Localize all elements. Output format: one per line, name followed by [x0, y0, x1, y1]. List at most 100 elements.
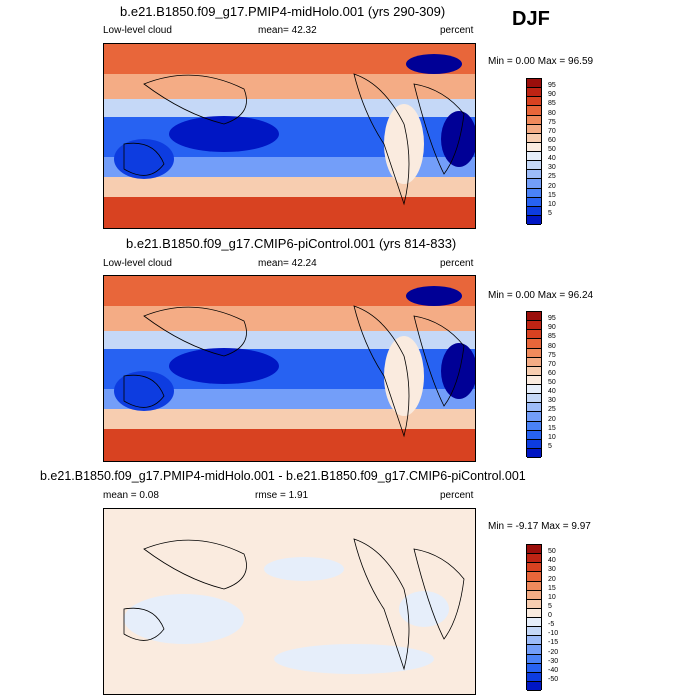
- colorbar-tick-label: -15: [548, 639, 559, 647]
- colorbar-tick-label: 5: [548, 209, 552, 217]
- colorbar-cell: [527, 599, 541, 609]
- panel-1-minmax-label: Min = 0.00 Max = 96.59: [488, 56, 594, 67]
- colorbar-cell: [527, 312, 541, 322]
- colorbar-tick-label: 95: [548, 315, 556, 323]
- colorbar-tick-label: 5: [548, 442, 552, 450]
- colorbar-tick-label: 15: [548, 424, 556, 432]
- panel-3-mean-label: mean = 0.08: [103, 490, 159, 501]
- panel-2-variable-label: Low-level cloud: [103, 258, 172, 269]
- colorbar-cell: [527, 439, 541, 449]
- colorbar-cell: [527, 330, 541, 340]
- colorbar-tick-label: 85: [548, 333, 556, 341]
- colorbar-tick-label: -50: [548, 675, 559, 683]
- colorbar-tick-label: 5: [548, 602, 552, 610]
- colorbar-tick-label: 10: [548, 433, 556, 441]
- colorbar-tick-label: 30: [548, 566, 556, 574]
- panel-3-map: [103, 508, 476, 695]
- colorbar-cell: [527, 412, 541, 422]
- colorbar-cell: [527, 188, 541, 198]
- panel-3-field: [104, 509, 475, 694]
- panel-3-rmse-label: rmse = 1.91: [255, 490, 309, 501]
- panel-3-minmax-label: Min = -9.17 Max = 9.97: [488, 521, 591, 532]
- colorbar-cell: [527, 590, 541, 600]
- colorbar-tick-label: 90: [548, 91, 556, 99]
- colorbar-cell: [527, 79, 541, 89]
- colorbar-cell: [527, 124, 541, 134]
- colorbar-tick-label: 50: [548, 379, 556, 386]
- colorbar-cell: [527, 321, 541, 331]
- colorbar-tick-label: 20: [548, 575, 556, 583]
- colorbar-tick-label: -30: [548, 657, 559, 665]
- panel-2-mean-label: mean= 42.24: [258, 258, 317, 269]
- colorbar-tick-label: 70: [548, 127, 556, 135]
- colorbar-cell: [527, 385, 541, 395]
- panel-1-title: b.e21.B1850.f09_g17.PMIP4-midHolo.001 (y…: [120, 4, 446, 19]
- colorbar-tick-label: 10: [548, 200, 556, 208]
- colorbar-cell: [527, 681, 541, 691]
- panel-1-map: [103, 43, 477, 229]
- panel-2-title: b.e21.B1850.f09_g17.CMIP6-piControl.001 …: [126, 236, 457, 251]
- colorbar-tick-label: 10: [548, 593, 556, 601]
- colorbar-tick-label: 25: [548, 173, 556, 181]
- panel-1-units-label: percent: [440, 25, 474, 36]
- colorbar-cell: [527, 572, 541, 582]
- colorbar-cell: [527, 672, 541, 682]
- colorbar-tick-label: 40: [548, 388, 556, 396]
- colorbar-tick-label: 30: [548, 397, 556, 405]
- colorbar-cell: [527, 618, 541, 628]
- panel-3-colorbar: [526, 544, 542, 691]
- colorbar-cell: [527, 170, 541, 180]
- colorbar-cell: [527, 197, 541, 207]
- colorbar-tick-label: 15: [548, 584, 556, 592]
- colorbar-tick-label: -5: [548, 621, 555, 629]
- colorbar-cell: [527, 545, 541, 555]
- colorbar-cell: [527, 215, 541, 225]
- colorbar-cell: [527, 627, 541, 637]
- colorbar-tick-label: 75: [548, 351, 556, 359]
- colorbar-tick-label: -20: [548, 648, 559, 656]
- colorbar-cell: [527, 115, 541, 125]
- colorbar-cell: [527, 554, 541, 564]
- colorbar-tick-label: 85: [548, 100, 556, 108]
- colorbar-cell: [527, 448, 541, 458]
- season-label: DJF: [512, 8, 550, 30]
- colorbar-cell: [527, 179, 541, 189]
- colorbar-tick-label: 15: [548, 191, 556, 199]
- colorbar-cell: [527, 206, 541, 216]
- colorbar-tick-label: 80: [548, 109, 556, 117]
- panel-3-units-label: percent: [440, 490, 474, 501]
- panel-2-field: [104, 276, 477, 461]
- colorbar-tick-label: 20: [548, 415, 556, 423]
- panel-1-field: [104, 44, 477, 228]
- colorbar-cell: [527, 366, 541, 376]
- colorbar-cell: [527, 161, 541, 171]
- colorbar-tick-label: 70: [548, 360, 556, 368]
- colorbar-cell: [527, 152, 541, 162]
- colorbar-cell: [527, 645, 541, 655]
- colorbar-tick-label: 95: [548, 82, 556, 90]
- colorbar-tick-label: 60: [548, 136, 556, 144]
- panel-2-minmax-label: Min = 0.00 Max = 96.24: [488, 290, 594, 301]
- colorbar-tick-label: 50: [548, 548, 556, 556]
- panel-3-title: b.e21.B1850.f09_g17.PMIP4-midHolo.001 - …: [40, 469, 526, 483]
- panel-2-units-label: percent: [440, 258, 474, 269]
- colorbar-cell: [527, 133, 541, 143]
- colorbar-cell: [527, 348, 541, 358]
- colorbar-cell: [527, 430, 541, 440]
- colorbar-tick-label: 75: [548, 118, 556, 126]
- colorbar-tick-label: 30: [548, 164, 556, 172]
- colorbar-tick-label: -40: [548, 666, 559, 674]
- colorbar-cell: [527, 142, 541, 152]
- colorbar-tick-label: 60: [548, 369, 556, 377]
- colorbar-tick-label: 90: [548, 324, 556, 332]
- panel-2-colorbar: [526, 311, 542, 458]
- colorbar-cell: [527, 339, 541, 349]
- colorbar-cell: [527, 357, 541, 367]
- colorbar-cell: [527, 421, 541, 431]
- colorbar-cell: [527, 394, 541, 404]
- panel-1-mean-label: mean= 42.32: [258, 25, 317, 36]
- colorbar-cell: [527, 375, 541, 385]
- colorbar-tick-label: 25: [548, 406, 556, 414]
- colorbar-tick-label: 80: [548, 342, 556, 350]
- colorbar-cell: [527, 106, 541, 116]
